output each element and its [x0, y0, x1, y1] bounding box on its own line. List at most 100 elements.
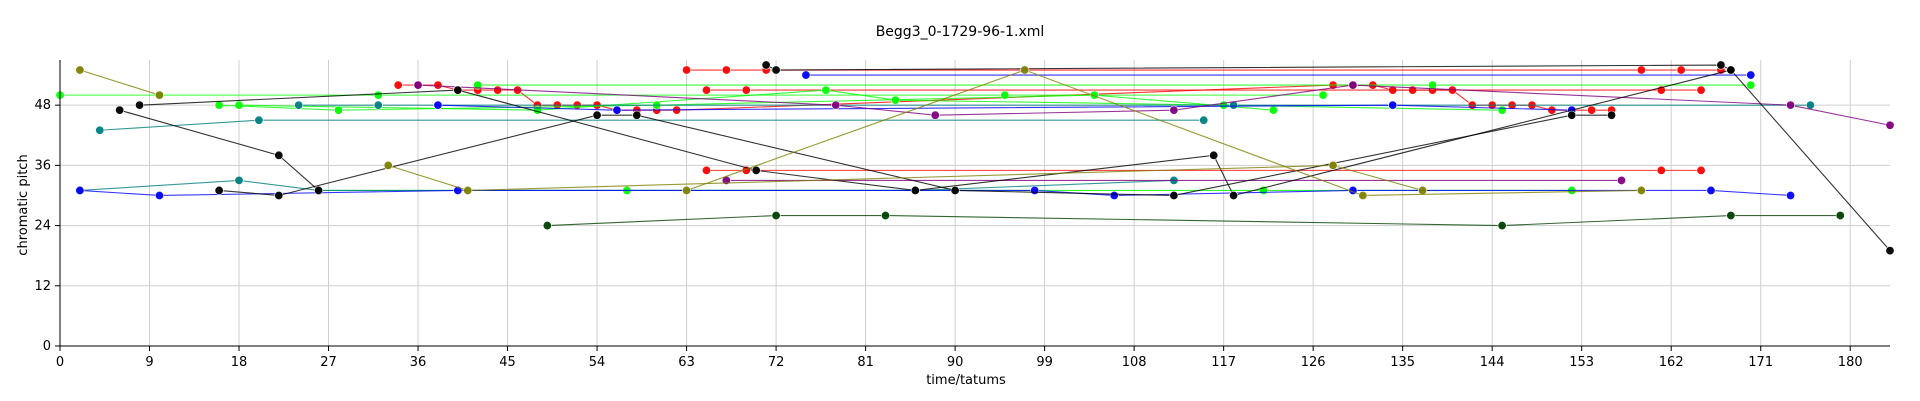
data-point — [1636, 65, 1646, 75]
data-point — [1497, 105, 1507, 115]
data-point — [1786, 190, 1796, 200]
series-11 — [294, 100, 1815, 110]
x-tick-label: 108 — [1122, 355, 1147, 370]
data-point — [1030, 185, 1040, 195]
series-line — [547, 214, 1841, 227]
data-point — [95, 125, 105, 135]
data-point — [154, 90, 164, 100]
x-tick-label: 144 — [1480, 355, 1505, 370]
x-tick-label: 72 — [768, 355, 785, 370]
x-tick-label: 54 — [589, 355, 606, 370]
series-3 — [701, 165, 1706, 175]
y-tick-label: 48 — [34, 98, 51, 113]
x-tick-label: 18 — [231, 355, 248, 370]
data-point — [1199, 115, 1209, 125]
series-23 — [682, 65, 1646, 200]
x-tick-label: 162 — [1659, 355, 1684, 370]
data-point — [1418, 185, 1428, 195]
series-14 — [801, 70, 1756, 80]
data-point — [542, 221, 552, 231]
x-tick-label: 99 — [1036, 355, 1053, 370]
data-point — [1229, 190, 1239, 200]
series-18 — [135, 65, 1895, 256]
series-line — [388, 164, 1423, 192]
data-point — [333, 105, 343, 115]
x-tick-label: 9 — [145, 355, 153, 370]
data-point — [1746, 70, 1756, 80]
series-line — [219, 114, 1612, 197]
y-tick-label: 24 — [34, 219, 51, 234]
data-point — [1328, 160, 1338, 170]
data-point — [612, 105, 622, 115]
axes: 0 9 18 27 36 45 54 63 72 81 90 99 108 117 126 135 144 153… — [34, 60, 1890, 370]
data-point — [1229, 100, 1239, 110]
x-tick-label: 36 — [410, 355, 427, 370]
data-point — [771, 211, 781, 221]
x-tick-label: 45 — [499, 355, 516, 370]
data-point — [682, 185, 692, 195]
chart-title: Begg3_0-1729-96-1.xml — [876, 24, 1045, 40]
data-point — [383, 160, 393, 170]
series-24 — [542, 211, 1845, 231]
data-point — [433, 100, 443, 110]
data-point — [135, 100, 145, 110]
data-point — [751, 165, 761, 175]
data-point — [393, 80, 403, 90]
data-point — [721, 65, 731, 75]
data-point — [373, 100, 383, 110]
series-5 — [473, 80, 1756, 90]
x-tick-label: 135 — [1390, 355, 1415, 370]
x-tick-label: 63 — [678, 355, 695, 370]
x-axis-title: time/tatums — [926, 373, 1006, 388]
series-17 — [115, 105, 324, 195]
data-point — [761, 60, 771, 70]
data-point — [1636, 185, 1646, 195]
x-tick-label: 0 — [56, 355, 64, 370]
series-22 — [383, 160, 1428, 195]
series-20 — [761, 60, 1736, 75]
data-point — [1348, 80, 1358, 90]
data-point — [1786, 100, 1796, 110]
series-2 — [701, 85, 1706, 95]
data-point — [801, 70, 811, 80]
data-point — [1746, 80, 1756, 90]
data-point — [1616, 175, 1626, 185]
data-point — [433, 80, 443, 90]
data-point — [831, 100, 841, 110]
series-15 — [413, 80, 1895, 130]
data-point — [1000, 90, 1010, 100]
x-tick-label: 153 — [1569, 355, 1594, 370]
series-9 — [95, 115, 1209, 135]
data-point — [254, 115, 264, 125]
data-point — [930, 110, 940, 120]
data-point — [234, 100, 244, 110]
data-point — [1726, 65, 1736, 75]
data-point — [214, 100, 224, 110]
series-line — [79, 189, 1791, 197]
y-tick-label: 12 — [34, 279, 51, 294]
data-point — [1169, 105, 1179, 115]
data-point — [1020, 65, 1030, 75]
x-tick-label: 126 — [1301, 355, 1326, 370]
grid — [59, 60, 1890, 347]
data-point — [1706, 185, 1716, 195]
series-line — [765, 64, 1732, 71]
data-point — [1656, 165, 1666, 175]
data-point — [632, 110, 642, 120]
data-point — [821, 85, 831, 95]
data-point — [1676, 65, 1686, 75]
data-point — [75, 65, 85, 75]
data-point — [294, 100, 304, 110]
x-tick-label: 90 — [947, 355, 964, 370]
data-point — [154, 190, 164, 200]
data-point — [1716, 60, 1726, 70]
series-16 — [721, 175, 1626, 185]
data-point — [950, 185, 960, 195]
data-point — [1358, 190, 1368, 200]
data-point — [1885, 120, 1895, 130]
x-tick-label: 81 — [857, 355, 874, 370]
data-point — [1696, 165, 1706, 175]
data-point — [592, 110, 602, 120]
data-point — [701, 85, 711, 95]
